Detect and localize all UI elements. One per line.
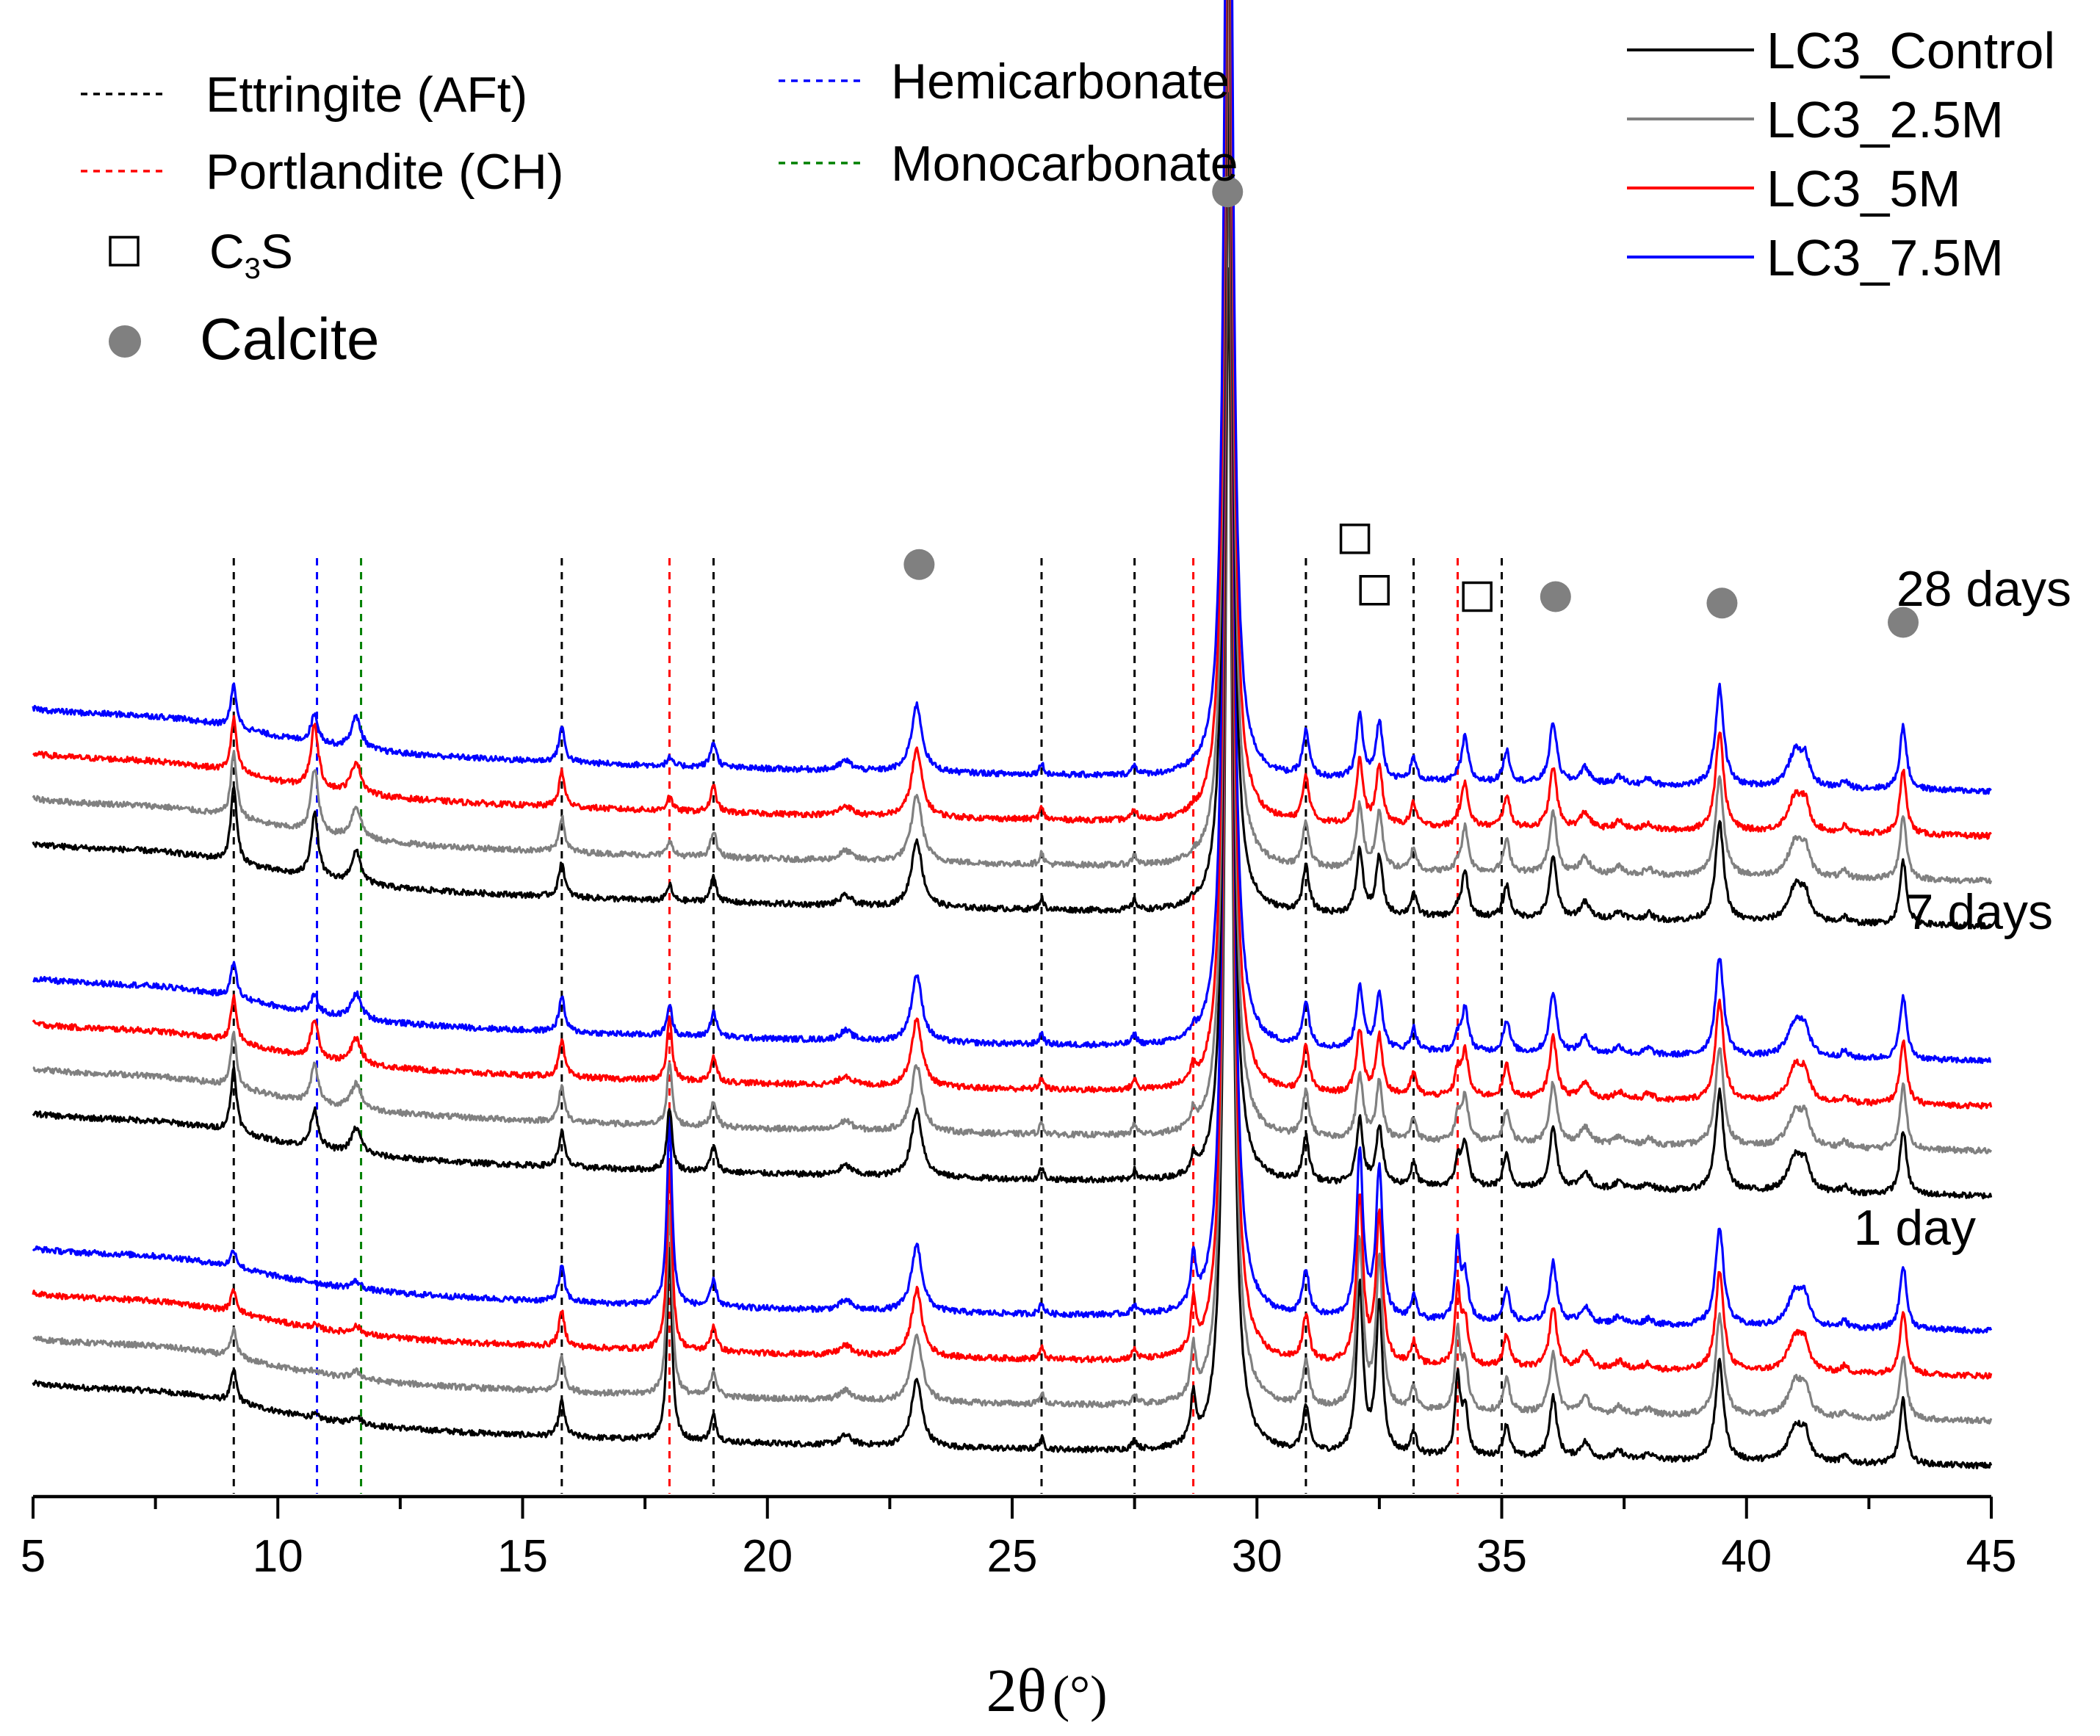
trace-1-day-lc3-2-5m (32, 150, 1993, 1425)
legend-series-label-lc3-5m: LC3_5M (1767, 160, 1961, 217)
c3s-marker-7 (1462, 581, 1493, 612)
x-tick-label-20: 20 (742, 1531, 793, 1582)
trace-7-days-lc3-5m (32, 0, 1993, 1110)
calcite-marker-4 (1888, 607, 1919, 638)
c3s-marker-5 (1339, 524, 1371, 554)
legend-label-ettringite-aft-: Ettringite (AFt) (206, 67, 527, 123)
age-label-28-days: 28 days (1897, 561, 2071, 617)
x-tick-label-15: 15 (497, 1531, 548, 1582)
calcite-marker-3 (1706, 587, 1738, 619)
trace-28-days-lc3-7-5m (32, 0, 1992, 795)
trace-28-days-lc3-control (32, 0, 1993, 930)
phase-markers (903, 176, 1919, 638)
calcite-marker-2 (1540, 581, 1571, 612)
legend-series-label-lc3-2-5m: LC3_2.5M (1767, 91, 2004, 148)
legend-label-calcite: Calcite (200, 306, 380, 372)
x-tick-label-40: 40 (1721, 1531, 1772, 1582)
x-tick-label-5: 5 (21, 1531, 46, 1582)
phase-legend: Ettringite (AFt) Portlandite (CH) C3S Calci… (81, 54, 1238, 372)
legend-label-monocarbonate: Monocarbonate (891, 136, 1238, 192)
legend-swatch-c3s (109, 236, 140, 267)
age-label-1-day: 1 day (1854, 1200, 1976, 1256)
trace-7-days-lc3-2-5m (32, 0, 1993, 1154)
legend-swatch-calcite (109, 325, 141, 358)
calcite-marker-0 (903, 549, 935, 580)
x-tick-label-45: 45 (1966, 1531, 2017, 1582)
legend-label-c3s: C3S (209, 224, 293, 285)
age-label-7-days: 7 days (1906, 884, 2053, 940)
trace-1-day-lc3-control (32, 267, 1993, 1469)
trace-1-day-lc3-7-5m (32, 0, 1993, 1334)
x-axis-title: 2θ (°) (986, 1657, 1108, 1725)
x-axis: 5 10 15 20 25 30 35 40 45 2θ (°) (21, 1494, 2017, 1725)
age-labels: 1 day 7 days 28 days (1854, 561, 2071, 1256)
trace-7-days-lc3-control (32, 92, 1993, 1200)
x-tick-label-35: 35 (1476, 1531, 1527, 1582)
legend-label-portlandite-ch-: Portlandite (CH) (206, 144, 564, 200)
c3s-marker-6 (1359, 575, 1390, 606)
trace-28-days-lc3-5m (32, 0, 1992, 840)
x-tick-label-25: 25 (987, 1531, 1038, 1582)
trace-7-days-lc3-7-5m (32, 0, 1992, 1064)
trace-28-days-lc3-2-5m (32, 0, 1993, 885)
calcite-marker-1 (1212, 176, 1244, 208)
trace-1-day-lc3-5m (32, 35, 1993, 1380)
x-tick-label-10: 10 (253, 1531, 303, 1582)
legend-label-hemicarbonate: Hemicarbonate (891, 54, 1230, 109)
series-layer (32, 0, 1993, 1469)
legend-series-label-lc3-control: LC3_Control (1767, 22, 2055, 79)
legend-series-label-lc3-7-5m: LC3_7.5M (1767, 229, 2004, 286)
series-legend: LC3_Control LC3_2.5M LC3_5M LC3_7.5M (1627, 22, 2055, 286)
x-tick-label-30: 30 (1232, 1531, 1282, 1582)
